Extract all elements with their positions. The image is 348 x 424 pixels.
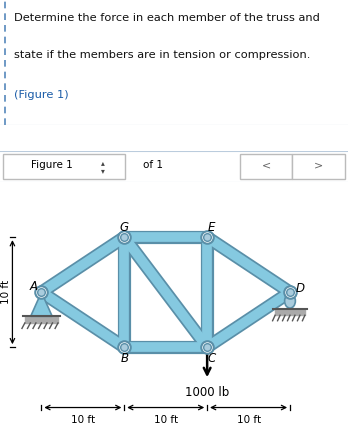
Text: 10 ft: 10 ft [1,280,11,304]
FancyBboxPatch shape [240,154,292,179]
Text: A: A [29,280,37,293]
Text: B: B [120,351,128,365]
Text: ▾: ▾ [101,166,105,175]
Text: ▴: ▴ [101,158,105,167]
Text: Determine the force in each member of the truss and: Determine the force in each member of th… [14,12,320,22]
Text: state if the members are in tension or compression.: state if the members are in tension or c… [14,50,310,60]
Text: 10 ft: 10 ft [71,415,95,424]
Text: 1000 lb: 1000 lb [185,385,229,399]
Text: 10 ft: 10 ft [237,415,261,424]
Text: >: > [314,160,323,170]
Circle shape [285,294,295,308]
FancyBboxPatch shape [292,154,345,179]
Text: D: D [295,282,304,296]
FancyBboxPatch shape [3,154,125,179]
Text: E: E [208,221,215,234]
Text: G: G [120,221,129,234]
Text: Figure 1: Figure 1 [31,160,73,170]
Text: 10 ft: 10 ft [154,415,178,424]
Text: of 1: of 1 [143,160,163,170]
Text: <: < [262,160,271,170]
Polygon shape [31,292,52,316]
Text: (Figure 1): (Figure 1) [14,90,69,100]
Text: C: C [208,351,216,365]
